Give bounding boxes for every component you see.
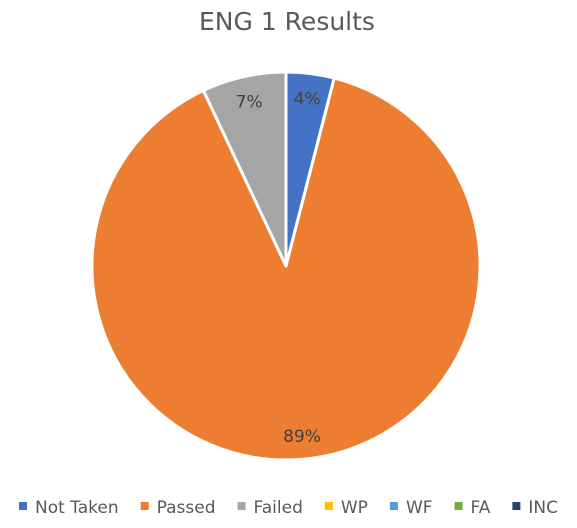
legend-label-wp: WP: [341, 498, 368, 518]
legend-item-wf: WF: [389, 498, 433, 518]
legend-label-passed: Passed: [157, 498, 216, 518]
legend-item-passed: Passed: [140, 498, 216, 518]
legend: Not Taken Passed Failed WP WF FA INC: [19, 498, 558, 518]
legend-label-fa: FA: [471, 498, 491, 518]
legend-marker-fa: [454, 502, 463, 510]
data-label-failed: 7%: [236, 92, 263, 112]
legend-marker-wp: [324, 502, 333, 510]
legend-label-wf: WF: [406, 498, 433, 518]
legend-marker-passed: [140, 502, 149, 510]
legend-label-inc: INC: [528, 498, 558, 518]
slice-labels: 4% 89% 7%: [236, 90, 321, 447]
legend-item-failed: Failed: [237, 498, 303, 518]
legend-item-wp: WP: [324, 498, 368, 518]
pie-slice-passed: [90, 76, 482, 462]
pie-slice-failed: [201, 70, 288, 268]
legend-marker-inc: [512, 502, 521, 510]
legend-label-not-taken: Not Taken: [35, 498, 119, 518]
legend-marker-failed: [237, 502, 246, 510]
data-label-passed: 89%: [283, 427, 321, 447]
legend-item-not-taken: Not Taken: [19, 498, 119, 518]
legend-item-inc: INC: [512, 498, 558, 518]
pie-slices: [90, 70, 482, 462]
chart-title: ENG 1 Results: [199, 7, 375, 36]
data-label-not-taken: 4%: [294, 90, 321, 110]
legend-marker-not-taken: [19, 502, 27, 510]
legend-item-fa: FA: [454, 498, 491, 518]
legend-label-failed: Failed: [254, 498, 303, 518]
legend-marker-wf: [389, 502, 398, 510]
